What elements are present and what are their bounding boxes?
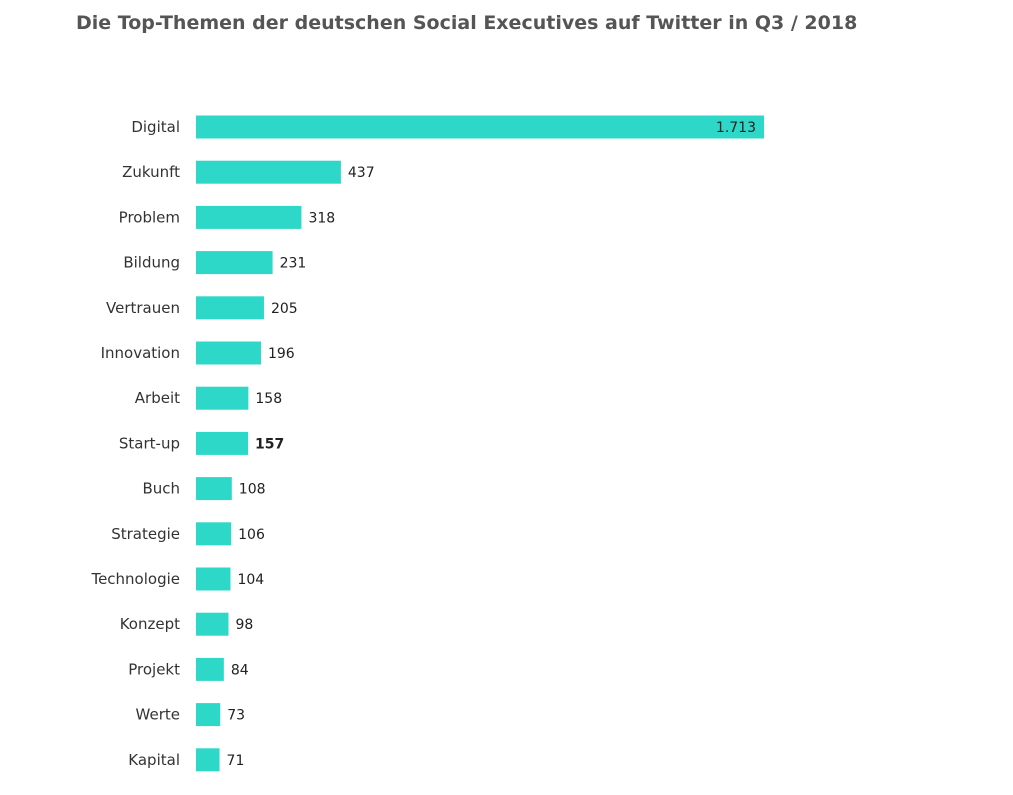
bar-digital <box>196 115 764 139</box>
bar-buch <box>196 477 232 501</box>
bar-konzept <box>196 612 229 636</box>
bar-vertrauen <box>196 296 264 320</box>
value-label: 318 <box>308 210 335 226</box>
bar-bildung <box>196 251 273 275</box>
category-label: Vertrauen <box>106 299 180 317</box>
bar-problem <box>196 205 302 229</box>
value-label: 437 <box>348 165 375 181</box>
value-label: 73 <box>227 708 245 724</box>
category-label: Strategie <box>111 525 180 543</box>
category-label: Start-up <box>119 434 180 452</box>
category-label: Konzept <box>120 615 180 633</box>
category-label: Werte <box>136 706 180 724</box>
value-label: 158 <box>255 391 282 407</box>
category-label: Projekt <box>128 660 180 678</box>
bar-innovation <box>196 341 261 365</box>
category-label: Arbeit <box>135 389 180 407</box>
value-label: 196 <box>268 346 295 362</box>
value-label: 84 <box>231 662 249 678</box>
category-label: Zukunft <box>122 163 180 181</box>
category-label: Technologie <box>90 570 180 588</box>
chart-title: Die Top-Themen der deutschen Social Exec… <box>76 12 858 34</box>
bar-kapital <box>196 748 220 772</box>
category-label: Digital <box>131 118 180 136</box>
labels-layer: Digital 1.713 Zukunft 437 Problem 318 Bildung 2… <box>90 118 756 769</box>
value-label: 231 <box>280 256 307 272</box>
bar-arbeit <box>196 386 249 410</box>
value-label: 71 <box>227 753 245 769</box>
category-label: Kapital <box>128 751 180 769</box>
value-label: 98 <box>235 617 253 633</box>
bar-technologie <box>196 567 231 591</box>
bar-strategie <box>196 522 232 546</box>
bars-layer <box>196 115 764 772</box>
category-label: Buch <box>142 480 180 498</box>
value-label: 106 <box>238 527 265 543</box>
value-label: 104 <box>237 572 264 588</box>
bar-start-up <box>196 431 249 455</box>
bar-projekt <box>196 657 224 681</box>
value-label: 205 <box>271 301 298 317</box>
category-label: Problem <box>119 208 180 226</box>
value-label: 108 <box>239 482 266 498</box>
value-label: 1.713 <box>716 120 756 136</box>
bar-werte <box>196 703 221 727</box>
bar-zukunft <box>196 160 341 184</box>
category-label: Bildung <box>123 254 180 272</box>
category-label: Innovation <box>101 344 180 362</box>
value-label: 157 <box>255 436 284 452</box>
